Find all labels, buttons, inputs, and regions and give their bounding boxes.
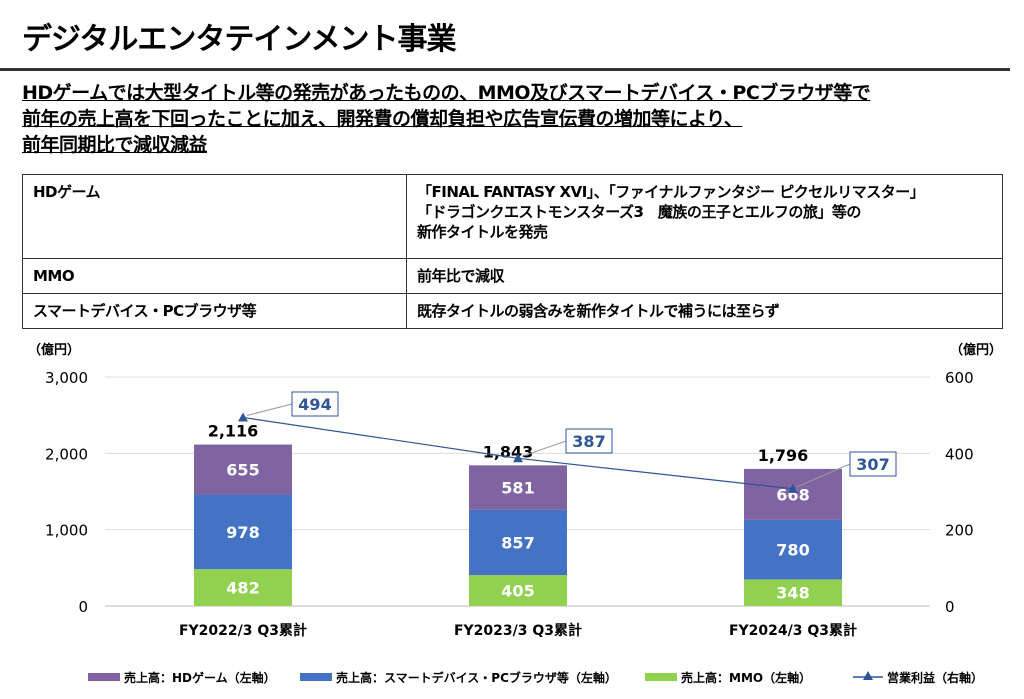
bar-segment [744,468,842,520]
legend-label: 営業利益（右軸） [887,670,983,685]
total-label: 1,843 [483,442,534,461]
bar-value-label: 482 [226,579,259,598]
bar-value-label: 405 [501,582,534,601]
profit-label: 307 [856,455,889,474]
profit-label-box [849,451,897,477]
bar-segment [194,569,292,606]
x-tick-label: FY2023/3 Q3累計 [454,622,582,639]
total-label: 1,796 [758,446,809,465]
summary-line: HDゲームでは大型タイトル等の発売があったものの、MMO及びスマートデバイス・P… [22,82,871,104]
bar-value-label: 780 [776,541,809,560]
bar-segment [744,579,842,606]
legend-label: 売上高：スマートデバイス・PCブラウザ等（左軸） [336,670,617,685]
bar-value-label: 581 [501,478,534,497]
triangle-marker [513,453,523,463]
segment-detail: 既存タイトルの弱含みを新作タイトルで補うには至らず [406,293,1003,329]
y-tick-label: 1,000 [45,522,88,540]
detail-line: 新作タイトルを発売 [417,223,548,241]
bar-segment [194,444,292,495]
y2-tick-label: 200 [945,522,974,540]
legend-swatch [88,673,120,681]
y2-tick-label: 0 [945,598,955,616]
bar-value-label: 857 [501,533,534,552]
profit-label-box [291,391,339,417]
bar-value-label: 978 [226,523,259,542]
bar-segment [744,519,842,580]
table-row: HDゲーム 「FINAL FANTASY XVI」、「ファイナルファンタジー ピ… [22,174,1003,259]
bar-value-label: 348 [776,584,809,603]
x-tick-label: FY2024/3 Q3累計 [729,622,857,639]
profit-label: 387 [572,432,605,451]
bar-segment [469,575,567,606]
legend-label: 売上高：MMO（左軸） [681,670,811,685]
y-tick-label: 2,000 [45,445,88,463]
detail-line: 「ドラゴンクエストモンスターズ3 魔族の王子とエルフの旅」等の [417,203,861,221]
right-axis-unit: （億円） [950,342,1002,358]
profit-label-box [565,428,613,454]
x-tick-label: FY2022/3 Q3累計 [179,622,307,639]
triangle-marker [238,412,248,422]
leader-line [796,463,851,488]
legend-triangle-icon [863,671,873,680]
bar-segment [469,509,567,576]
bar-value-label: 655 [226,461,259,480]
bar-segment [469,465,567,510]
y-tick-label: 3,000 [45,369,88,387]
page-title: デジタルエンタテインメント事業 [22,22,456,57]
segment-detail: 「FINAL FANTASY XVI」、「ファイナルファンタジー ピクセルリマス… [406,174,1003,259]
triangle-marker [788,483,798,493]
summary: HDゲームでは大型タイトル等の発売があったものの、MMO及びスマートデバイス・P… [22,80,871,158]
title-divider [0,68,1010,71]
profit-label: 494 [298,395,331,414]
leader-line [521,440,567,457]
leader-line [246,403,293,416]
y2-tick-label: 400 [945,445,974,463]
bar-segment [194,494,292,570]
segment-name: HDゲーム [22,174,407,259]
bar-value-label: 668 [776,485,809,504]
summary-line: 前年同期比で減収減益 [22,134,208,156]
y-tick-label: 0 [78,598,88,616]
detail-line: 前年比で減収 [417,267,505,285]
left-axis-unit: （億円） [28,342,80,358]
legend-label: 売上高：HDゲーム（左軸） [124,670,276,685]
y2-tick-label: 600 [945,369,974,387]
detail-line: 既存タイトルの弱含みを新作タイトルで補うには至らず [417,302,780,320]
legend-swatch [645,673,677,681]
legend-swatch [300,673,332,681]
detail-line: 「FINAL FANTASY XVI」、「ファイナルファンタジー ピクセルリマス… [417,183,925,201]
summary-line: 前年の売上高を下回ったことに加え、開発費の償却負担や広告宣伝費の増加等により、 [22,108,743,130]
segment-name: スマートデバイス・PCブラウザ等 [22,293,407,329]
total-label: 2,116 [208,421,259,440]
table-row: スマートデバイス・PCブラウザ等 既存タイトルの弱含みを新作タイトルで補うには至… [22,293,1003,329]
segment-table: HDゲーム 「FINAL FANTASY XVI」、「ファイナルファンタジー ピ… [22,174,1003,329]
